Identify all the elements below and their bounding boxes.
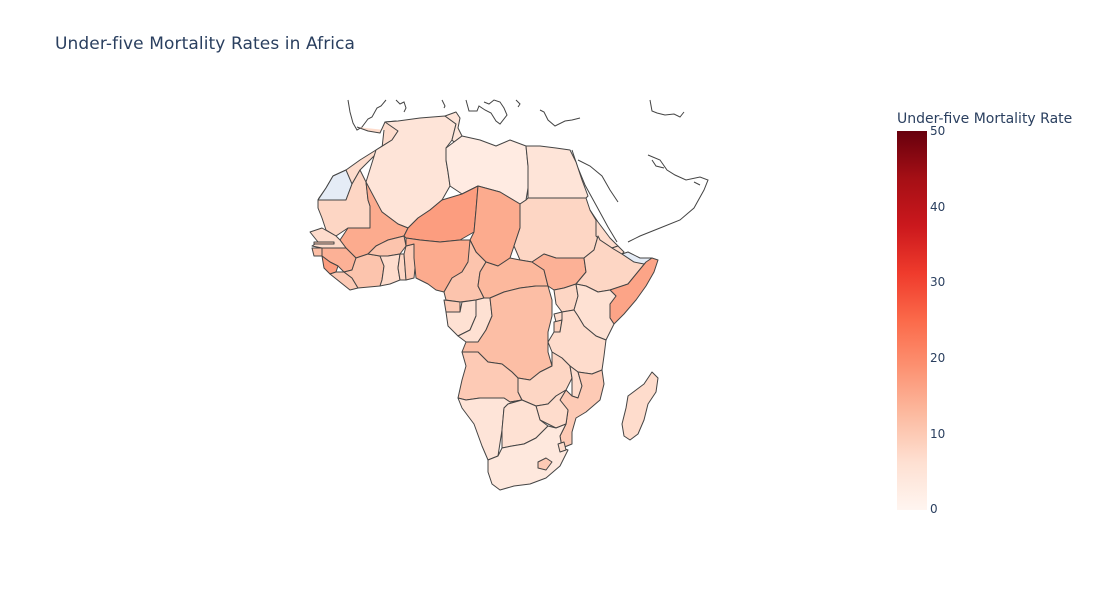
country-egypt[interactable]	[525, 145, 589, 199]
colorbar-gradient	[897, 131, 927, 510]
colorbar-tick-20: 20	[930, 351, 946, 365]
country-eswatini[interactable]	[557, 441, 567, 453]
outside-coastlines	[347, 99, 709, 243]
country-gambia[interactable]	[313, 241, 335, 245]
colorbar-tick-0: 0	[930, 502, 938, 516]
country-ghana[interactable]	[379, 253, 401, 287]
country-south-africa[interactable]	[487, 423, 569, 491]
colorbar-tick-40: 40	[930, 200, 946, 214]
chart-title: Under-five Mortality Rates in Africa	[55, 34, 356, 54]
country-djibouti[interactable]	[611, 245, 625, 255]
country-madagascar[interactable]	[621, 371, 659, 441]
colorbar-tick-30: 30	[930, 275, 946, 289]
colorbar-tick-10: 10	[930, 427, 946, 441]
country-equatorial-guinea[interactable]	[443, 299, 461, 313]
colorbar-title: Under-five Mortality Rate	[897, 111, 1073, 127]
country-western-sahara[interactable]	[317, 169, 353, 201]
country-shapes[interactable]	[309, 111, 659, 491]
country-guinea-bissau[interactable]	[311, 247, 323, 257]
country-sudan[interactable]	[513, 197, 599, 263]
country-lesotho[interactable]	[537, 457, 553, 471]
colorbar	[897, 131, 927, 510]
colorbar-tick-50: 50	[930, 124, 946, 138]
